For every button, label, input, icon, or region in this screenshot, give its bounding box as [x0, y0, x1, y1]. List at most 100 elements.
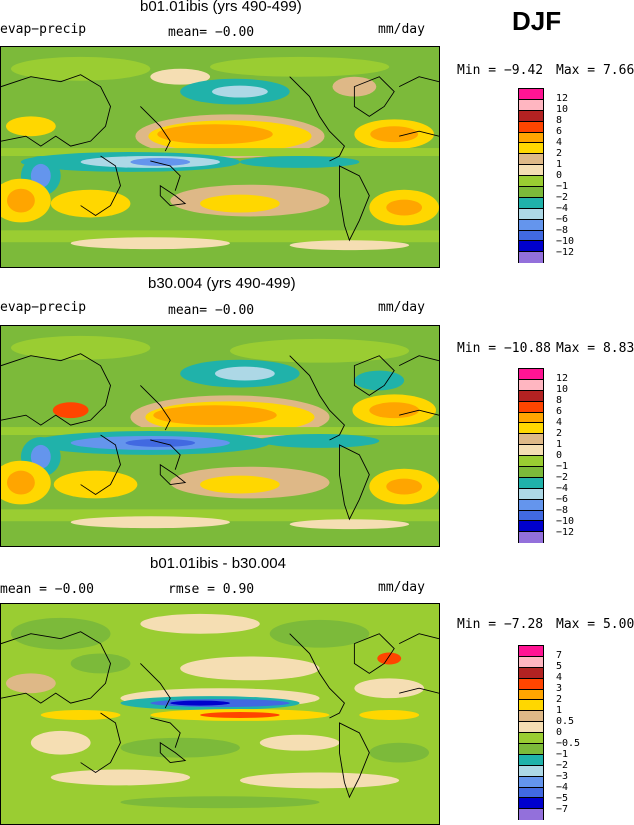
panel-3-legend-tick: 4	[556, 672, 563, 683]
panel-2-legend-swatch	[519, 423, 543, 435]
panel-3-legend-tick: −4	[556, 782, 569, 793]
panel-1-legend-bar	[518, 88, 544, 264]
panel-2-legend-swatch	[519, 434, 543, 446]
panel-3-legend-tick: −7	[556, 804, 569, 815]
panel-3-legend-swatch	[519, 689, 543, 701]
panel-1-legend-tick: −12	[556, 247, 575, 258]
panel-3-legend-tick: 1	[556, 705, 563, 716]
panel-3-legend-swatch	[519, 667, 543, 679]
panel-3-legend-swatch	[519, 798, 543, 810]
panel-3-legend-bar	[518, 645, 544, 821]
panel-2-legend-swatch	[519, 477, 543, 489]
panel-2-legend-swatch	[519, 412, 543, 424]
panel-3-legend-tick: −1	[556, 749, 569, 760]
panel-2-legend-tick: −6	[556, 494, 569, 505]
season-label: DJF	[512, 6, 562, 36]
panel-1-legend-swatch	[519, 176, 543, 188]
panel-1-legend-swatch	[519, 219, 543, 231]
panel-1-legend-tick: 8	[556, 115, 563, 126]
panel-2-legend-swatch	[519, 456, 543, 468]
panel-1-legend-tick: −1	[556, 181, 569, 192]
panel-3-legend-tick: 2	[556, 694, 563, 705]
panel-1-legend-tick: 10	[556, 104, 569, 115]
panel-3-legend-swatch	[519, 711, 543, 723]
panel-1-legend-tick: 1	[556, 159, 563, 170]
panel-2-legend-tick: −8	[556, 505, 569, 516]
panel-3-legend-swatch	[519, 754, 543, 766]
panel-1-legend-swatch	[519, 110, 543, 122]
panel-2-mean-label: mean= −0.00	[168, 303, 255, 318]
panel-3-legend-swatch	[519, 809, 543, 821]
panel-3-legend-tick: 3	[556, 683, 563, 694]
panel-1-legend-tick: 6	[556, 126, 563, 137]
panel-2-legend-swatch	[519, 390, 543, 402]
panel-1-legend-swatch	[519, 241, 543, 253]
panel-1-legend-swatch	[519, 143, 543, 155]
panel-3-title: b01.01ibis - b30.004	[150, 555, 286, 572]
panel-3-legend-swatch	[519, 776, 543, 788]
panel-2-legend-swatch	[519, 445, 543, 457]
panel-1-legend-swatch	[519, 197, 543, 209]
panel-1-legend-swatch	[519, 165, 543, 177]
panel-2-legend-tick: −2	[556, 472, 569, 483]
panel-2-legend-swatch	[519, 467, 543, 478]
panel-1-legend-tick: −10	[556, 236, 575, 247]
panel-2-title: b30.004 (yrs 490-499)	[148, 275, 296, 292]
panel-1-variable-label: evap−precip	[0, 22, 87, 37]
panel-3-legend-swatch	[519, 733, 543, 745]
panel-3-max-label: Max = 5.00	[556, 617, 634, 632]
panel-2-units-label: mm/day	[378, 300, 425, 315]
panel-1-mean-label: mean= −0.00	[168, 25, 255, 40]
panel-1-legend-swatch	[519, 132, 543, 144]
panel-1-max-label: Max = 7.66	[556, 63, 634, 78]
panel-3-legend-tick: 5	[556, 661, 563, 672]
panel-1-legend-tick: 2	[556, 148, 563, 159]
panel-1-legend-tick: 12	[556, 93, 569, 104]
panel-3-legend-swatch	[519, 646, 543, 657]
panel-3-legend-swatch	[519, 722, 543, 734]
panel-3-legend-swatch	[519, 700, 543, 712]
panel-2-legend-tick: 0	[556, 450, 563, 461]
panel-1-legend-swatch	[519, 121, 543, 133]
panel-2-legend-tick: −10	[556, 516, 575, 527]
panel-2-legend-tick: 8	[556, 395, 563, 406]
panel-1-legend-swatch	[519, 99, 543, 111]
panel-2-legend-tick: 4	[556, 417, 563, 428]
panel-2-legend-swatch	[519, 510, 543, 522]
panel-2-legend-tick: 2	[556, 428, 563, 439]
panel-2-legend-swatch	[519, 379, 543, 391]
panel-2-variable-label: evap−precip	[0, 300, 87, 315]
panel-3-units-label: mm/day	[378, 580, 425, 595]
panel-1-legend-swatch	[519, 89, 543, 100]
panel-2-legend-tick: 6	[556, 406, 563, 417]
panel-1-legend-swatch	[519, 252, 543, 264]
panel-3-legend-swatch	[519, 678, 543, 690]
panel-3-map	[0, 603, 440, 825]
panel-2-legend-tick: −4	[556, 483, 569, 494]
panel-3-legend-tick: 0	[556, 727, 563, 738]
panel-3-legend-tick: −0.5	[556, 738, 581, 749]
panel-1-units-label: mm/day	[378, 22, 425, 37]
panel-2-legend-swatch	[519, 488, 543, 500]
panel-2-legend-swatch	[519, 369, 543, 380]
panel-3-rmse-label: rmse = 0.90	[168, 582, 255, 597]
panel-2-legend-tick: 1	[556, 439, 563, 450]
panel-2-max-label: Max = 8.83	[556, 341, 634, 356]
panel-1-legend-swatch	[519, 230, 543, 242]
panel-2-legend-swatch	[519, 532, 543, 544]
panel-2-min-label: Min = −10.88	[457, 341, 551, 356]
panel-2-map	[0, 325, 440, 547]
panel-2-legend-swatch	[519, 401, 543, 413]
panel-2-legend-tick: 12	[556, 373, 569, 384]
panel-2-legend-swatch	[519, 499, 543, 511]
panel-1-legend-swatch	[519, 187, 543, 198]
panel-3-legend-tick: −2	[556, 760, 569, 771]
panel-2-legend-bar	[518, 368, 544, 544]
panel-1-legend-tick: −8	[556, 225, 569, 236]
panel-1-legend-swatch	[519, 154, 543, 166]
panel-2-legend-tick: −12	[556, 527, 575, 538]
panel-1-legend-tick: −4	[556, 203, 569, 214]
panel-3-legend-tick: 7	[556, 650, 563, 661]
panel-3-mean-label: mean = −0.00	[0, 582, 94, 597]
panel-3-legend-swatch	[519, 656, 543, 668]
